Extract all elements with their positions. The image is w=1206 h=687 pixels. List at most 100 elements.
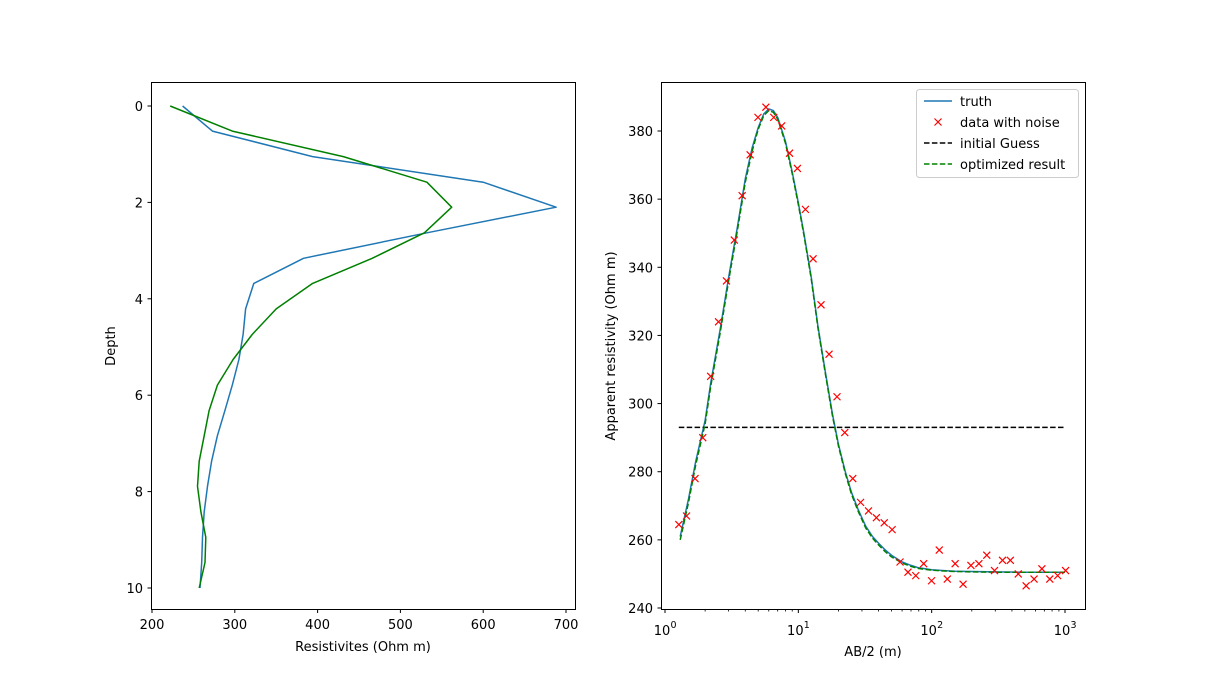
right-plot-area [674, 103, 1070, 590]
right-x-tick-exponent-1: 1 [804, 620, 810, 631]
noisy-data-point-1 [682, 512, 691, 520]
right-y-ticks: 240 260 280 300 320 340 360 380 [628, 125, 662, 617]
noisy-data-point-31 [919, 559, 928, 568]
left-y-axis-label: Depth [104, 326, 119, 366]
noisy-data-point-19 [825, 350, 833, 359]
noisy-data-point-47 [1045, 575, 1054, 583]
right-x-tick-label-0: 10 [654, 624, 671, 639]
left-x-tick-label-0: 200 [140, 618, 165, 633]
noisy-data-point-3 [698, 433, 707, 442]
right-y-tick-label-6: 360 [628, 193, 653, 208]
noisy-data-point-48 [1053, 571, 1062, 580]
right-y-tick-label-0: 240 [628, 602, 653, 617]
noisy-data-point-8 [738, 191, 747, 200]
noisy-data-point-21 [840, 428, 849, 437]
noisy-data-point-46 [1037, 564, 1046, 573]
noisy-data-point-23 [856, 498, 865, 507]
noisy-data-markers [674, 103, 1070, 590]
noisy-data-point-44 [1022, 581, 1031, 590]
right-x-tick-exponent-3: 3 [1070, 620, 1076, 631]
noisy-data-point-27 [888, 525, 897, 534]
noisy-data-point-12 [769, 113, 778, 122]
noisy-data-point-25 [872, 513, 881, 522]
noisy-data-point-42 [1006, 556, 1015, 565]
left-y-tick-label-1: 2 [135, 196, 143, 211]
left-x-tick-label-4: 600 [471, 618, 496, 633]
right-x-tick-exponent-2: 2 [937, 620, 943, 631]
noisy-data-point-24 [864, 506, 873, 515]
noisy-data-point-38 [974, 559, 983, 568]
noisy-data-point-36 [959, 580, 967, 589]
right-y-axis-label: Apparent resistivity (Ohm m) [604, 251, 619, 440]
right-x-tick-label-3: 10 [1054, 624, 1071, 639]
left-y-tick-label-0: 0 [135, 100, 143, 115]
right-y-tick-label-1: 260 [628, 534, 653, 549]
legend-label-0: truth [960, 95, 992, 110]
noisy-data-point-29 [904, 568, 912, 577]
noisy-data-point-13 [777, 121, 786, 130]
noisy-data-point-11 [761, 103, 770, 112]
right-x-tick-exponent-0: 0 [670, 620, 676, 631]
left-x-tick-label-1: 300 [222, 618, 247, 633]
noisy-data-point-41 [998, 556, 1007, 565]
left-x-tick-label-2: 400 [305, 618, 330, 633]
noisy-data-point-16 [801, 205, 810, 214]
noisy-data-point-15 [793, 164, 802, 173]
left-y-tick-label-4: 8 [135, 486, 143, 501]
noisy-data-point-43 [1014, 570, 1023, 578]
left-x-tick-label-5: 700 [554, 618, 579, 633]
legend-items: truth data with noise initial Guess optimiz… [924, 95, 1065, 173]
noisy-data-point-39 [982, 551, 991, 560]
noisy-data-point-33 [935, 546, 944, 555]
right-y-tick-label-3: 300 [628, 398, 653, 413]
right-y-tick-label-2: 280 [628, 466, 653, 481]
noisy-data-point-26 [880, 518, 889, 527]
left-series-line-0 [182, 105, 557, 589]
noisy-data-point-32 [927, 576, 936, 585]
noisy-data-point-34 [943, 575, 952, 583]
left-y-tick-label-3: 6 [135, 389, 143, 404]
noisy-data-point-22 [848, 474, 857, 483]
legend-handle-1 [934, 118, 942, 126]
right-axes-frame [661, 82, 1086, 610]
left-y-tick-label-2: 4 [135, 293, 143, 308]
right-x-tick-label-2: 10 [920, 624, 937, 639]
noisy-data-point-30 [911, 571, 920, 580]
legend-label-3: optimized result [960, 158, 1065, 173]
noisy-data-point-17 [809, 254, 818, 263]
noisy-data-point-45 [1030, 575, 1038, 583]
left-axes-frame [151, 82, 576, 610]
noisy-data-point-28 [896, 558, 904, 566]
left-x-axis-label: Resistivites (Ohm m) [295, 640, 431, 655]
left-x-tick-label-3: 500 [388, 618, 413, 633]
right-y-tick-label-7: 380 [628, 125, 653, 140]
noisy-data-point-20 [833, 392, 841, 401]
right-x-axis-label: AB/2 (m) [844, 645, 901, 660]
noisy-data-point-2 [691, 474, 699, 483]
right-y-tick-label-5: 340 [628, 261, 653, 276]
noisy-data-point-9 [746, 150, 755, 159]
noisy-data-point-5 [714, 317, 723, 326]
series-line-optimized-result [679, 109, 1065, 573]
noisy-data-point-0 [674, 520, 683, 529]
right-x-ticks: 10 0 10 1 10 2 10 3 [654, 609, 1077, 639]
noisy-data-point-49 [1061, 566, 1070, 575]
noisy-data-point-35 [951, 559, 960, 568]
noisy-data-point-10 [754, 113, 762, 122]
legend-label-1: data with noise [960, 116, 1060, 131]
legend-label-2: initial Guess [960, 137, 1040, 152]
right-y-tick-label-4: 320 [628, 329, 653, 344]
noisy-data-point-4 [706, 372, 715, 381]
right-x-tick-label-1: 10 [787, 624, 804, 639]
left-plot-area [169, 105, 557, 589]
left-x-ticks: 200 300 400 500 600 700 [140, 609, 579, 633]
noisy-data-point-40 [990, 566, 999, 575]
noisy-data-point-14 [785, 149, 794, 158]
noisy-data-point-7 [730, 236, 739, 244]
noisy-data-point-18 [817, 300, 825, 309]
legend: truth data with noise initial Guess optimiz… [916, 89, 1079, 178]
left-series-line-1 [169, 105, 453, 589]
left-panel-depth-profile: 200 300 400 500 600 700 0 2 4 6 8 10 Resistivites … [104, 82, 579, 655]
